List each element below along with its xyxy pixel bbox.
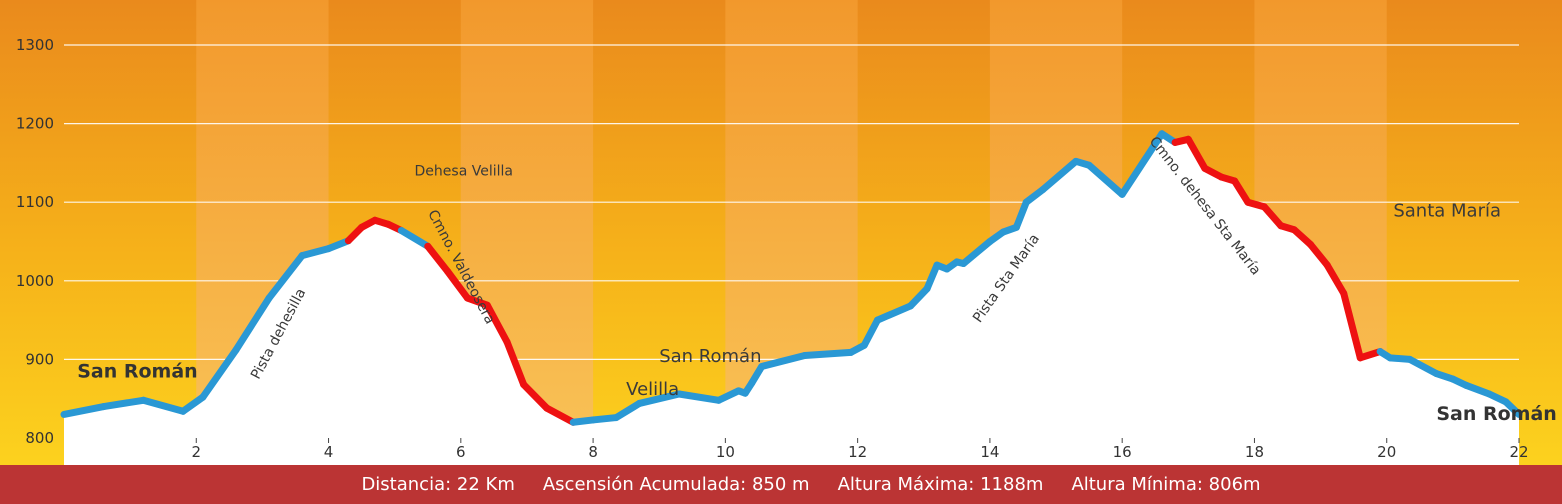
profile-segment-ascent: [1118, 130, 1166, 198]
route-summary-bar: Distancia: 22 Km Ascensión Acumulada: 85…: [0, 465, 1562, 504]
profile-segment-ascent: [1039, 157, 1080, 194]
x-tick-label: 18: [1245, 443, 1264, 461]
x-tick-label: 4: [324, 443, 334, 461]
y-tick-label: 1100: [16, 193, 54, 211]
x-tick-label: 20: [1377, 443, 1396, 461]
profile-segment-ascent: [199, 346, 240, 401]
profile-segment-ascent: [801, 348, 855, 359]
x-tick-label: 16: [1113, 443, 1132, 461]
profile-segment-ascent: [325, 237, 352, 253]
profile-segment-ascent: [265, 252, 306, 302]
route-annotation: Santa María: [1393, 200, 1501, 221]
profile-segment-ascent: [959, 238, 994, 268]
x-tick-label: 12: [848, 443, 867, 461]
x-axis-band: [64, 438, 1519, 465]
profile-segment-ascent: [397, 226, 432, 250]
profile-segment-ascent: [907, 285, 931, 310]
profile-segment-ascent: [1502, 398, 1523, 418]
profile-segment-ascent: [589, 414, 620, 424]
profile-segment-descent: [463, 294, 491, 309]
profile-segment-descent: [444, 267, 471, 302]
profile-segment-ascent: [232, 294, 273, 354]
profile-segment-ascent: [1012, 198, 1030, 231]
elevation-profile-chart: 800 900 1000 1100 1200 1300 2 4 6 8 10 12 14 16 18 20 2…: [0, 0, 1562, 465]
x-tick-label: 22: [1509, 443, 1528, 461]
profile-segment-descent: [1260, 203, 1285, 230]
profile-segment-descent: [1307, 241, 1331, 269]
profile-segment-descent: [520, 381, 551, 412]
profile-segment-ascent: [298, 245, 333, 260]
profile-segment-descent: [1340, 289, 1364, 362]
y-tick-label: 1000: [16, 272, 54, 290]
profile-segment-descent: [483, 301, 511, 346]
route-annotation: Dehesa Velilla: [415, 163, 513, 179]
profile-segment-ascent: [612, 399, 643, 422]
route-annotation: San Román: [1436, 403, 1556, 425]
profile-segment-ascent: [1462, 381, 1493, 398]
route-annotation: Velilla: [626, 379, 679, 400]
profile-segment-descent: [503, 338, 528, 389]
profile-segment-descent: [1184, 135, 1209, 172]
profile-segment-ascent: [60, 403, 108, 418]
profile-segment-ascent: [1406, 355, 1440, 378]
profile-segment-ascent: [923, 261, 941, 293]
profile-segment-descent: [424, 242, 452, 275]
x-tick-label: 2: [191, 443, 201, 461]
profile-segment-ascent: [139, 396, 187, 415]
y-tick-label: 1300: [16, 36, 54, 54]
profile-segment-ascent: [873, 302, 915, 324]
x-tick-label: 6: [456, 443, 466, 461]
x-tick-label: 8: [588, 443, 598, 461]
x-tick-label: 10: [716, 443, 735, 461]
profile-segment-ascent: [675, 390, 723, 404]
route-annotation: San Román: [659, 346, 761, 367]
y-tick-label: 800: [25, 429, 54, 447]
profile-segment-descent: [543, 404, 577, 426]
profile-segment-ascent: [179, 393, 207, 415]
x-tick-label: 14: [980, 443, 999, 461]
ascent-stat: Ascensión Acumulada: 850 m: [542, 474, 810, 495]
terrain-area: [64, 133, 1519, 439]
profile-segment-ascent: [860, 316, 881, 349]
min-altitude-stat: Altura Mínima: 806m: [1071, 474, 1261, 495]
profile-segment-ascent: [100, 396, 147, 411]
distance-stat: Distancia: 22 Km: [361, 474, 515, 495]
profile-segment-descent: [1323, 261, 1348, 297]
profile-segment-ascent: [715, 387, 743, 404]
profile-segment-ascent: [635, 390, 683, 407]
profile-segment-descent: [1231, 177, 1252, 206]
profile-segment-descent: [1290, 226, 1315, 249]
profile-segment-ascent: [1085, 161, 1126, 198]
y-tick-label: 900: [25, 350, 54, 368]
route-annotation: San Román: [77, 360, 197, 382]
max-altitude-stat: Altura Máxima: 1188m: [837, 474, 1044, 495]
y-tick-label: 1200: [16, 115, 54, 133]
profile-segment-ascent: [758, 351, 809, 370]
